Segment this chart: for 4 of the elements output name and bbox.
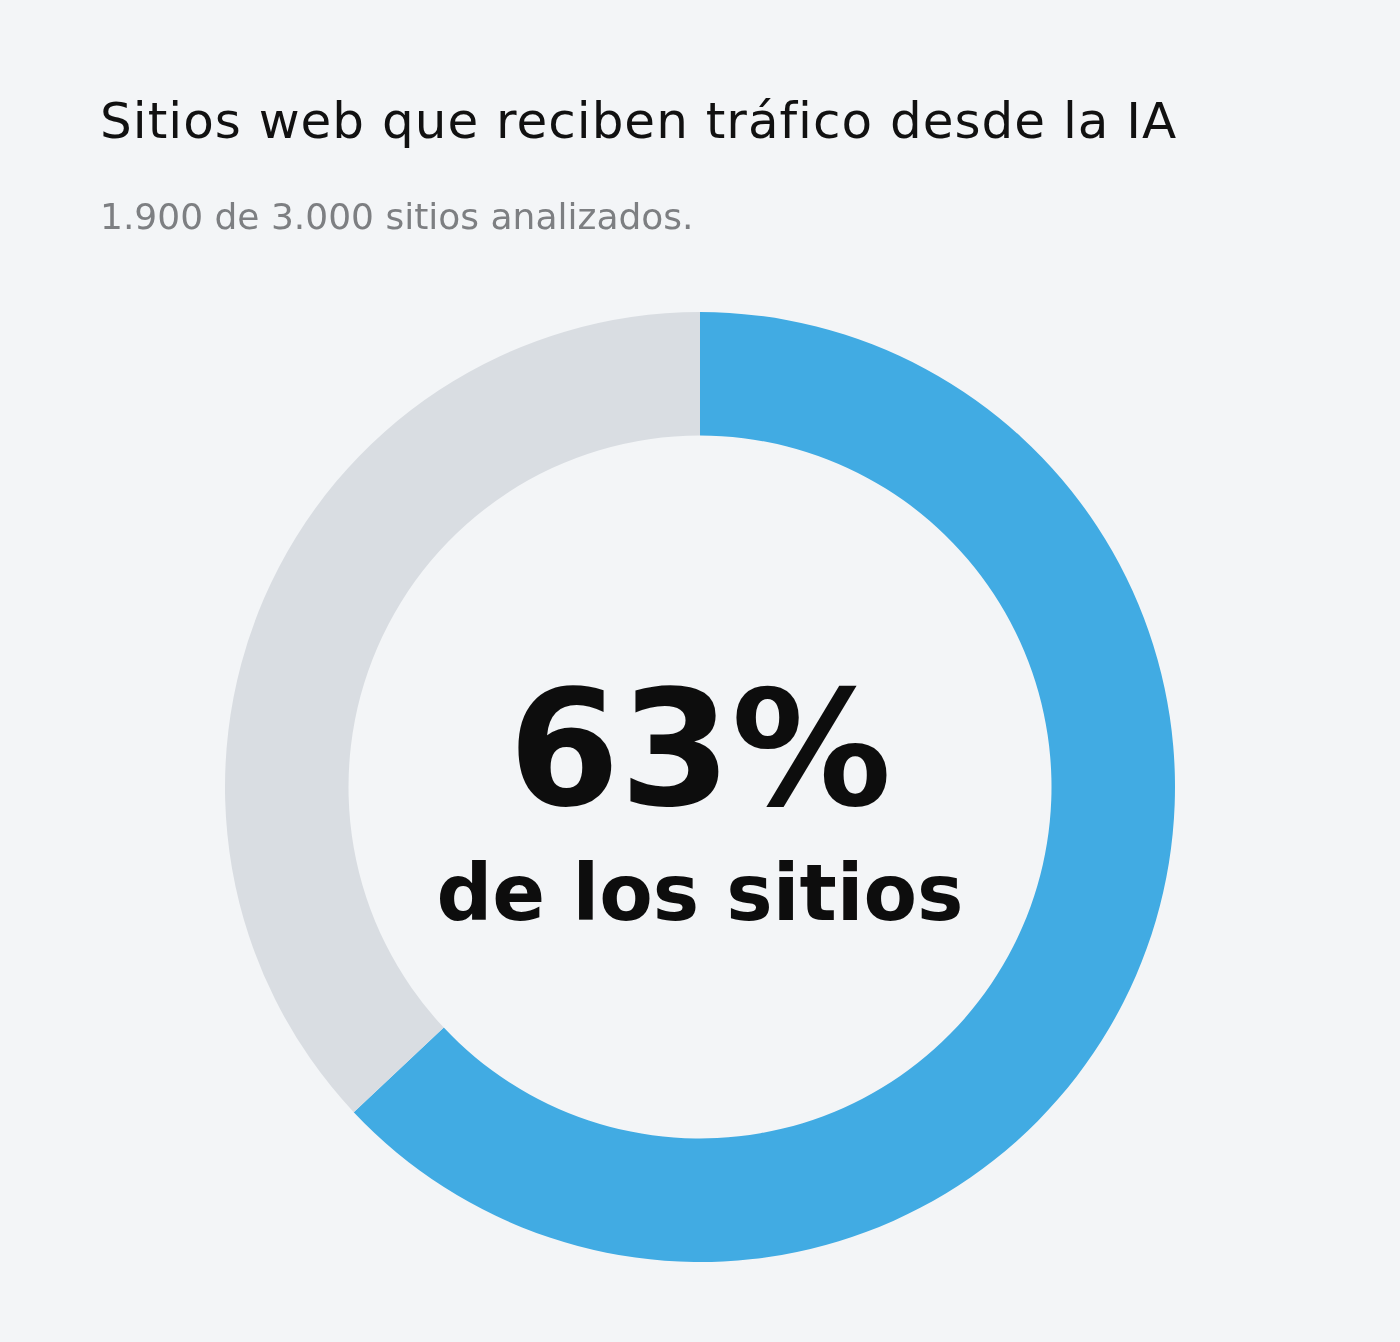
chart-subtitle: 1.900 de 3.000 sitios analizados. <box>100 196 694 237</box>
chart-title: Sitios web que reciben tráfico desde la IA <box>100 92 1178 150</box>
data-label: 63% <box>508 656 892 843</box>
text: de los sitios <box>436 848 964 938</box>
